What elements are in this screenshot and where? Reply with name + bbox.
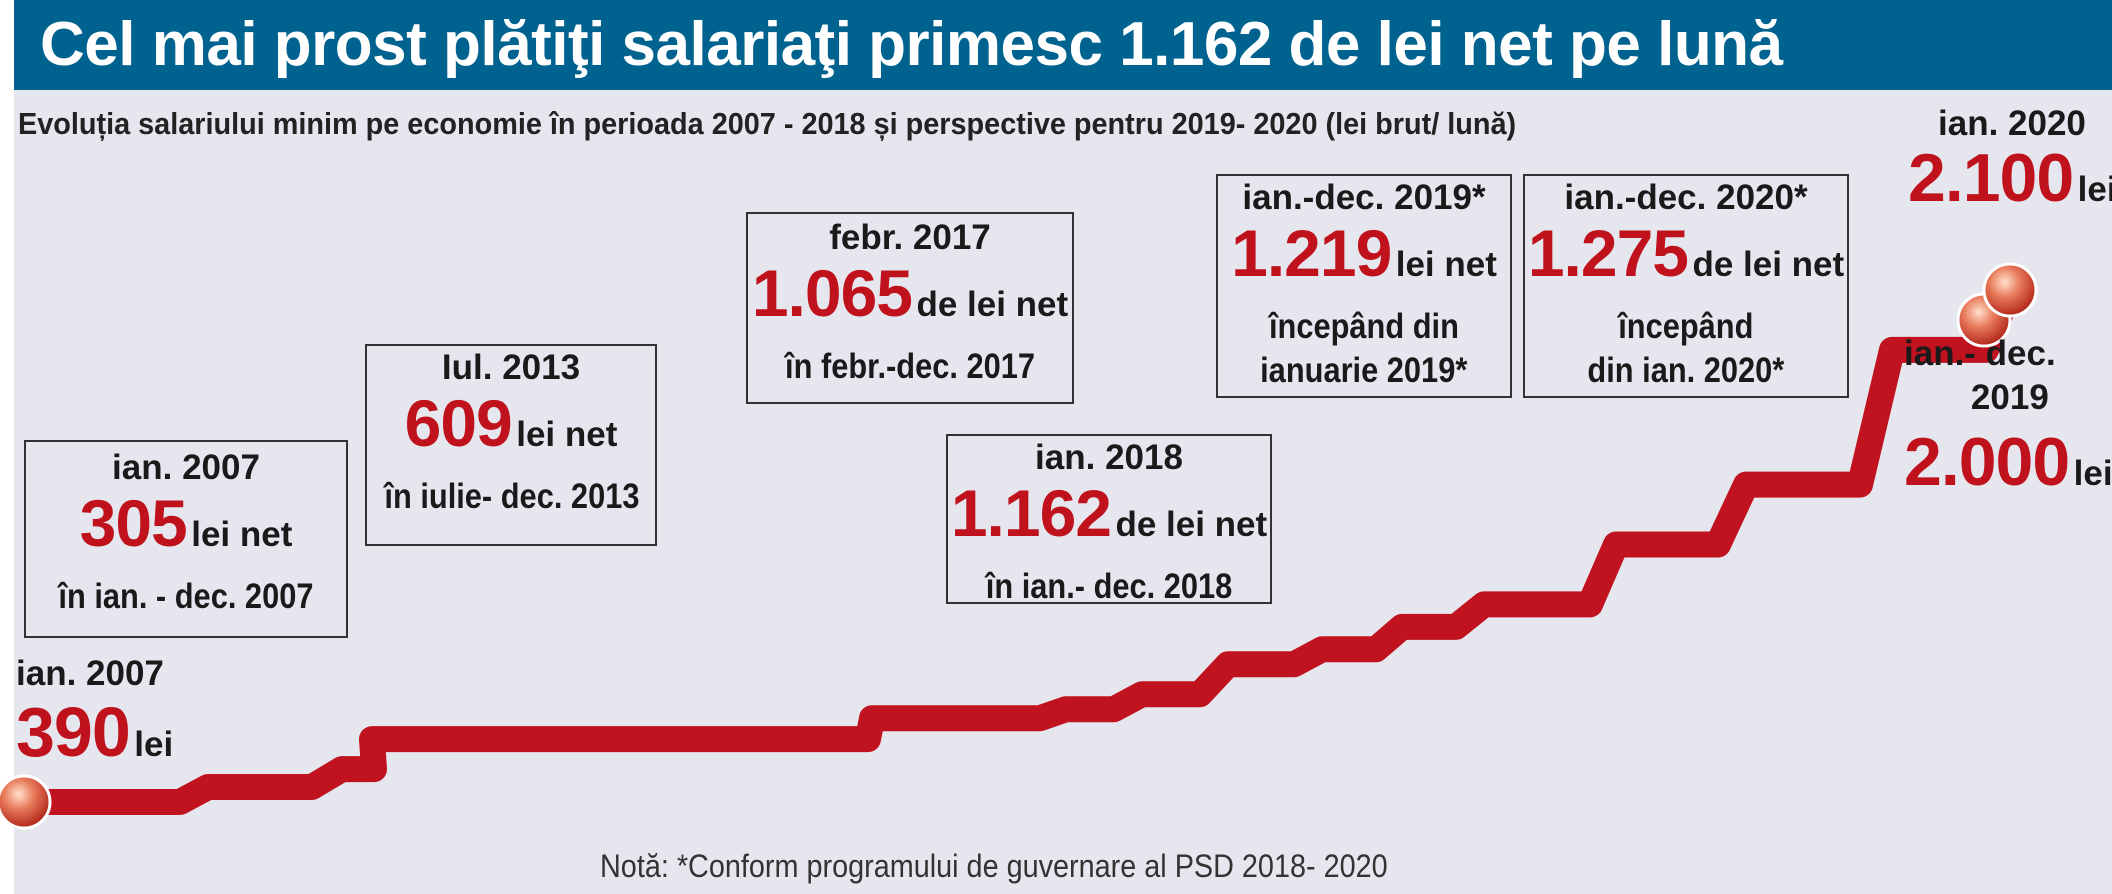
salary-step-line	[22, 285, 2023, 815]
marker-jan-2007	[0, 774, 52, 830]
gross-label-value: 2.000	[1904, 424, 2070, 500]
gross-label-2020: ian. 2020	[1936, 102, 2086, 146]
net-box-date: ian.-dec. 2020*	[1564, 178, 1808, 217]
net-box-date: ian.-dec. 2019*	[1242, 178, 1486, 217]
gross-value-2019: 2.000 lei	[1904, 426, 2112, 517]
net-box-unit: de lei net	[1692, 245, 1845, 284]
net-box-value: 305	[79, 486, 188, 560]
net-box-period: în ian.- dec. 2018	[985, 567, 1233, 606]
net-box-period-line: din ian. 2020*	[1587, 351, 1785, 390]
net-box-value: 1.219	[1231, 216, 1392, 290]
net-box-2013: Iul. 2013 609 lei net în iulie- dec. 201…	[365, 344, 657, 546]
gross-label-unit: lei	[134, 725, 174, 764]
net-box-value: 1.162	[950, 476, 1112, 550]
net-box-date: ian. 2007	[112, 448, 260, 487]
gross-label-date-line: ian.- dec.	[1904, 334, 2056, 373]
net-box-period: în iulie- dec. 2013	[384, 477, 640, 516]
gross-label-unit: lei	[2073, 454, 2112, 493]
gross-value-2020: 2.100 lei	[1908, 142, 2112, 233]
chart-subtitle: Evoluția salariului minim pe economie în…	[18, 106, 1517, 141]
gross-label-2019: ian.- dec. 2019	[1904, 332, 2056, 420]
headline: Cel mai prost plătiţi salariaţi primesc …	[40, 10, 1783, 79]
net-box-value: 1.065	[751, 256, 913, 330]
net-box-unit: lei net	[191, 515, 293, 554]
gross-label-date-line: 2019	[1970, 378, 2049, 417]
net-box-unit: lei net	[516, 415, 618, 454]
gross-label-date: ian. 2020	[1938, 104, 2086, 143]
gross-label-date: ian. 2007	[16, 654, 164, 693]
headline-banner: Cel mai prost plătiţi salariaţi primesc …	[14, 0, 2112, 90]
net-box-period-line: ianuarie 2019*	[1260, 351, 1468, 390]
net-box-2007: ian. 2007 305 lei net în ian. - dec. 200…	[24, 440, 348, 638]
net-box-2019: ian.-dec. 2019* 1.219 lei net începând d…	[1216, 174, 1512, 398]
gross-label-value: 2.100	[1908, 140, 2074, 216]
net-box-period: în ian. - dec. 2007	[58, 577, 314, 616]
net-box-date: Iul. 2013	[441, 348, 581, 387]
net-box-2020: ian.-dec. 2020* 1.275 de lei net începân…	[1523, 174, 1849, 398]
salary-step-path	[22, 285, 2023, 815]
net-box-period-line: începând din	[1269, 307, 1459, 346]
net-box-unit: de lei net	[1115, 505, 1268, 544]
net-box-unit: lei net	[1395, 245, 1497, 284]
net-box-period-line: începând	[1618, 307, 1754, 346]
net-box-unit: de lei net	[916, 285, 1069, 324]
net-box-2018: ian. 2018 1.162 de lei net în ian.- dec.…	[946, 434, 1272, 606]
gross-label-2007: ian. 2007 390 lei	[16, 652, 173, 788]
footnote: Notă: *Conform programului de guvernare …	[600, 848, 1388, 884]
net-box-value: 609	[404, 386, 513, 460]
gross-label-value: 390	[16, 693, 131, 771]
net-box-date: febr. 2017	[829, 218, 991, 257]
gross-label-unit: lei	[2077, 170, 2112, 209]
net-box-value: 1.275	[1527, 216, 1689, 290]
marker-jan-2020	[1982, 262, 2038, 318]
net-box-date: ian. 2018	[1035, 438, 1183, 477]
net-box-period: în febr.-dec. 2017	[785, 347, 1035, 386]
net-box-2017: febr. 2017 1.065 de lei net în febr.-dec…	[746, 212, 1074, 404]
